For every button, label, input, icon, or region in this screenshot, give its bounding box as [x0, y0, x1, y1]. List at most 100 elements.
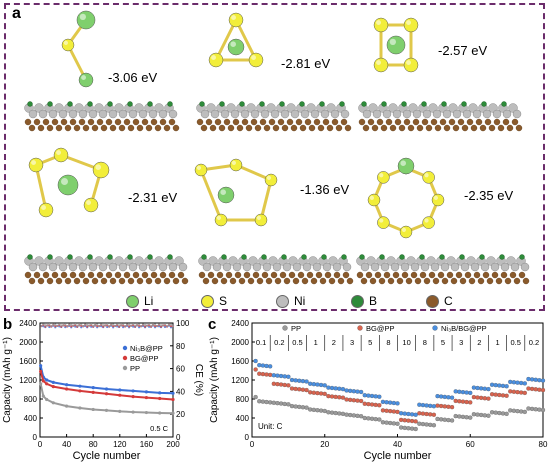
ce-point — [135, 324, 139, 327]
carbon-atom — [378, 277, 386, 285]
capacity-point — [420, 421, 426, 427]
boron-atom — [461, 101, 467, 107]
carbon-atom — [374, 271, 382, 279]
li-atom — [397, 157, 415, 175]
nickel-atom — [78, 109, 88, 119]
carbon-atom — [168, 271, 176, 279]
nickel-atom — [252, 262, 262, 272]
boron-atom — [341, 254, 347, 260]
boron-atom — [167, 101, 173, 107]
carbon-atom — [317, 124, 325, 132]
nickel-atom — [108, 262, 118, 272]
capacity-point — [260, 363, 266, 368]
rate-label: 0.2 — [274, 338, 284, 347]
capacity-point — [315, 382, 320, 387]
capacity-point — [533, 387, 538, 392]
boron-atom — [107, 254, 113, 260]
carbon-atom — [443, 124, 451, 132]
carbon-atom — [470, 124, 478, 132]
carbon-atom — [82, 277, 90, 285]
capacity-point — [348, 388, 353, 393]
ce-point — [110, 323, 113, 326]
nickel-atom — [362, 109, 372, 119]
carbon-atom — [437, 271, 445, 279]
capacity-point — [358, 414, 364, 419]
bond — [234, 19, 258, 61]
legend-dot-li — [126, 294, 139, 308]
carbon-atom — [227, 124, 235, 132]
carbon-atom — [434, 124, 442, 132]
legend-label: Ni₃B/BG@PP — [441, 324, 487, 333]
chart-b: b 0 400 800 1200 1600 2000 2400 0 20 40 60 80 100 0 40 8… — [2, 316, 204, 462]
carbon-atom — [360, 277, 368, 285]
capacity-point — [449, 395, 455, 400]
capacity-point — [406, 426, 411, 431]
capacity-point — [479, 386, 484, 391]
capacity-point — [131, 395, 135, 399]
capacity-point — [41, 379, 45, 383]
carbon-atom — [333, 271, 341, 279]
carbon-atom — [439, 118, 447, 126]
s-atom-shine — [231, 15, 236, 20]
capacity-point — [315, 408, 320, 413]
ce-point — [46, 324, 49, 327]
ce-point — [52, 323, 55, 326]
capacity-point — [337, 386, 342, 391]
s-atom — [254, 213, 268, 227]
nickel-atom — [48, 262, 58, 272]
carbon-atom — [396, 277, 404, 285]
capacity-point — [537, 387, 542, 392]
capacity-point — [522, 381, 527, 386]
energy-label-2: -2.81 eV — [281, 56, 331, 71]
capacity-point — [39, 364, 43, 368]
nickel-atom — [272, 262, 282, 272]
capacity-point — [333, 394, 338, 400]
x-tick-label: 20 — [320, 440, 329, 449]
carbon-atom — [78, 271, 86, 279]
carbon-atom — [136, 277, 144, 285]
capacity-point — [373, 402, 378, 408]
capacity-point — [289, 403, 295, 409]
capacity-point — [369, 393, 375, 399]
capacity-point — [118, 409, 122, 413]
y-tick-label: 0 — [245, 433, 250, 442]
s-atom-shine — [63, 40, 68, 46]
boron-atom — [379, 254, 385, 260]
carbon-atom — [236, 124, 244, 132]
capacity-point — [131, 410, 135, 414]
legend-marker — [122, 345, 128, 351]
capacity-point — [144, 410, 148, 415]
capacity-point — [384, 400, 389, 405]
nickel-atom — [178, 262, 188, 272]
s-atom — [208, 52, 224, 68]
capacity-point — [453, 389, 458, 394]
carbon-atom — [270, 271, 278, 279]
y-tick-label: 400 — [24, 414, 38, 423]
nickel-atom — [138, 109, 148, 119]
ce-point — [70, 323, 73, 326]
s-atom-shine — [433, 195, 438, 200]
capacity-point — [333, 386, 338, 391]
capacity-point — [344, 388, 349, 393]
s-atom — [377, 216, 390, 229]
capacity-point — [337, 411, 342, 416]
ce-point — [161, 324, 165, 327]
rate-label: 8 — [386, 338, 390, 347]
nickel-atom — [312, 262, 322, 272]
legend-label: Li — [144, 294, 154, 308]
carbon-atom — [225, 271, 233, 279]
capacity-point — [282, 401, 287, 407]
capacity-point — [537, 407, 542, 412]
carbon-atom — [261, 271, 269, 279]
capacity-point — [428, 412, 433, 417]
capacity-point — [511, 380, 517, 385]
li-atom-shine — [230, 41, 236, 47]
carbon-atom — [141, 271, 149, 279]
nickel-atom — [332, 262, 342, 272]
nickel-atom — [302, 262, 312, 272]
ce-point — [104, 324, 107, 327]
carbon-atom — [263, 124, 271, 132]
boron-atom — [319, 101, 325, 107]
carbon-atom — [24, 118, 32, 126]
capacity-point — [533, 407, 538, 412]
